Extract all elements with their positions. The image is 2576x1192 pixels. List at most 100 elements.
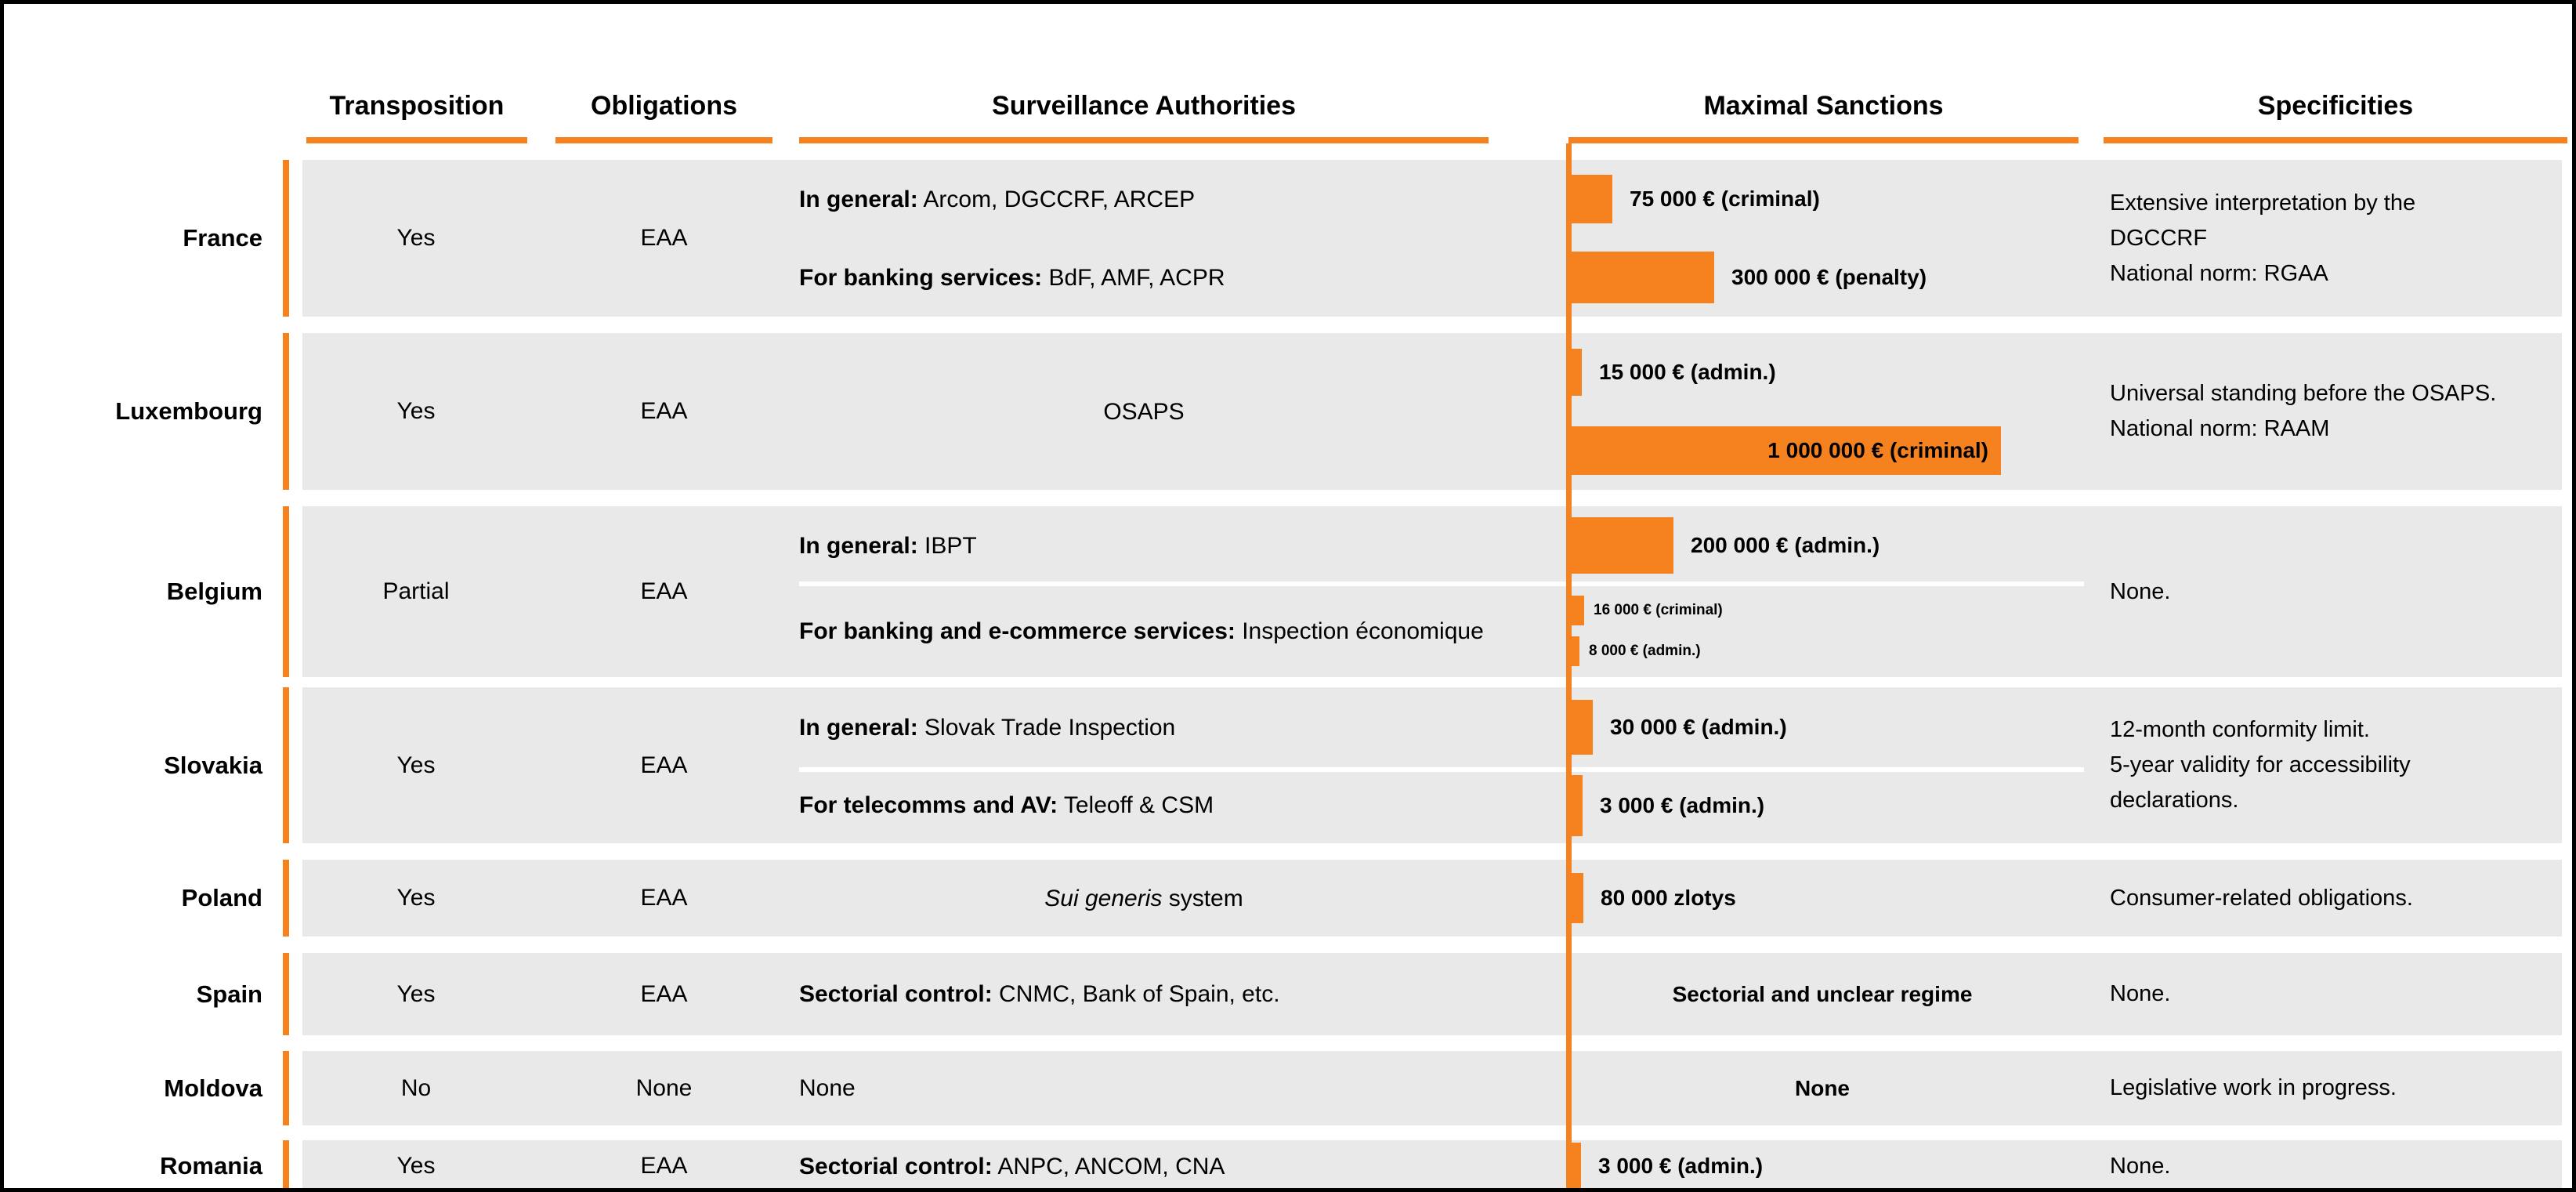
sanction-bar: [1572, 175, 1612, 223]
maximal-sanctions-cell: 30 000 € (admin.) 3 000 € (admin.): [1572, 687, 2073, 843]
authority-scope: For telecomms and AV:: [799, 792, 1058, 818]
row-country-label: Romania: [160, 1152, 262, 1179]
transposition-value: Yes: [396, 885, 436, 911]
row-background: [302, 506, 2562, 677]
obligations-value: EAA: [640, 1153, 688, 1179]
row-country-label: France: [183, 224, 262, 252]
obligations-value: EAA: [640, 885, 688, 911]
sanction-entry: 200 000 € (admin.): [1572, 506, 2073, 585]
sanction-bar: 1 000 000 € (criminal): [1572, 426, 2001, 475]
row-country-label: Slovakia: [164, 751, 262, 779]
transposition-value: Yes: [396, 1153, 436, 1179]
sanction-label: 16 000 € (criminal): [1594, 602, 1723, 618]
obligations-value: EAA: [640, 752, 688, 778]
transposition-value: Yes: [396, 225, 436, 251]
sanction-label: 15 000 € (admin.): [1599, 360, 1776, 384]
authority-scope: In general:: [799, 532, 918, 559]
sanction-entry: 16 000 € (criminal): [1572, 596, 2073, 625]
surveillance-authorities-cell: Sui generis system: [799, 860, 1489, 937]
sanction-label: 3 000 € (admin.): [1598, 1154, 1764, 1178]
sanction-entry: 15 000 € (admin.): [1572, 333, 2073, 411]
row-accent-tick: [283, 953, 289, 1035]
authority-names: Slovak Trade Inspection: [917, 714, 1176, 741]
sanction-bar: [1572, 774, 1583, 836]
maximal-sanctions-cell: 75 000 € (criminal) 300 000 € (penalty): [1572, 160, 2073, 317]
sanctions-axis-line: [1566, 143, 1572, 1188]
sanction-entry: 3 000 € (admin.): [1572, 1140, 2073, 1188]
row-accent-tick: [283, 1051, 289, 1125]
obligations-value: EAA: [640, 398, 688, 424]
authority-line: Sectorial control: CNMC, Bank of Spain, …: [799, 953, 1489, 1035]
sanction-bar: [1572, 596, 1584, 625]
authority-line: For banking services: BdF, AMF, ACPR: [799, 238, 1489, 317]
authority-scope: In general:: [799, 714, 918, 741]
sanction-bar: [1572, 349, 1582, 396]
maximal-sanctions-cell: 15 000 € (admin.) 1 000 000 € (criminal): [1572, 333, 2073, 490]
specificities-value: None.: [2110, 981, 2171, 1006]
row-background: [302, 1140, 2562, 1188]
authority-line: For telecomms and AV: Teleoff & CSM: [799, 767, 1489, 843]
header-underline: [555, 137, 772, 143]
sanction-entry: Sectorial and unclear regime: [1572, 953, 2073, 1035]
authority-names: OSAPS: [1103, 398, 1185, 425]
sanction-label: 30 000 € (admin.): [1610, 715, 1787, 739]
row-background: [302, 1051, 2562, 1125]
sanction-label: 1 000 000 € (criminal): [1767, 438, 1988, 462]
sanction-bar: [1572, 252, 1714, 303]
sanction-entry: 300 000 € (penalty): [1572, 238, 2073, 317]
surveillance-authorities-cell: None: [799, 1051, 1489, 1125]
sanction-entry: 1 000 000 € (criminal): [1572, 411, 2073, 490]
sanction-bar: [1572, 517, 1673, 574]
column-header-transposition: Transposition: [329, 90, 505, 121]
sanction-bar: [1572, 1143, 1581, 1188]
sanction-label: 300 000 € (penalty): [1731, 265, 1927, 289]
authority-names: Arcom, DGCCRF, ARCEP: [917, 186, 1196, 212]
transposition-value: Partial: [382, 578, 450, 604]
sanction-entry: 8 000 € (admin.): [1572, 636, 2073, 666]
surveillance-authorities-cell: In general: IBPT For banking and e-comme…: [799, 506, 1489, 677]
sanction-entry: 75 000 € (criminal): [1572, 160, 2073, 238]
authority-names: Teleoff & CSM: [1058, 792, 1214, 818]
specificities-value: Legislative work in progress.: [2110, 1075, 2397, 1100]
sanction-substack: 16 000 € (criminal) 8 000 € (admin.): [1572, 585, 2073, 677]
row-background: [302, 160, 2562, 317]
row-accent-tick: [283, 687, 289, 843]
transposition-value: Yes: [396, 752, 436, 778]
authority-names: Inspection économique: [1235, 618, 1484, 644]
sanction-label: 200 000 € (admin.): [1691, 533, 1880, 557]
transposition-value: No: [400, 1074, 432, 1101]
header-underline: [2104, 137, 2567, 143]
header-underline: [799, 137, 1489, 143]
surveillance-authorities-cell: In general: Slovak Trade Inspection For …: [799, 687, 1489, 843]
sanction-label: Sectorial and unclear regime: [1672, 981, 1973, 1006]
obligations-value: EAA: [640, 980, 688, 1007]
row-country-label: Belgium: [166, 578, 262, 605]
authority-line: Sui generis system: [799, 860, 1489, 937]
surveillance-authorities-cell: OSAPS: [799, 333, 1489, 490]
authority-names: None: [799, 1075, 856, 1101]
authority-line: OSAPS: [799, 333, 1489, 490]
authority-scope: Sectorial control:: [799, 1153, 993, 1179]
authority-scope: Sui generis: [1044, 885, 1163, 911]
table-row: Romania Yes EAA Sectorial control: ANPC,…: [4, 1140, 2572, 1188]
authority-line: In general: Arcom, DGCCRF, ARCEP: [799, 160, 1489, 238]
sanction-entry: None: [1572, 1051, 2073, 1125]
row-accent-tick: [283, 1140, 289, 1188]
obligations-value: EAA: [640, 578, 688, 604]
authority-scope: In general:: [799, 186, 918, 212]
sanction-entry: 3 000 € (admin.): [1572, 767, 2073, 843]
row-country-label: Spain: [196, 980, 262, 1008]
table-row: Moldova No None None None Legislative wo…: [4, 1051, 2572, 1125]
sanction-label: 80 000 zlotys: [1601, 886, 1736, 910]
row-accent-tick: [283, 333, 289, 490]
column-header-surveillance-authorities: Surveillance Authorities: [992, 90, 1296, 121]
maximal-sanctions-cell: None: [1572, 1051, 2073, 1125]
row-background: [302, 333, 2562, 490]
transposition-value: Yes: [396, 398, 436, 424]
authority-scope: For banking and e-commerce services:: [799, 618, 1236, 644]
row-background: [302, 953, 2562, 1035]
authority-line: In general: IBPT: [799, 506, 1489, 585]
row-country-label: Poland: [181, 884, 262, 911]
authority-line: None: [799, 1051, 1489, 1125]
sanction-bar: [1572, 700, 1593, 755]
